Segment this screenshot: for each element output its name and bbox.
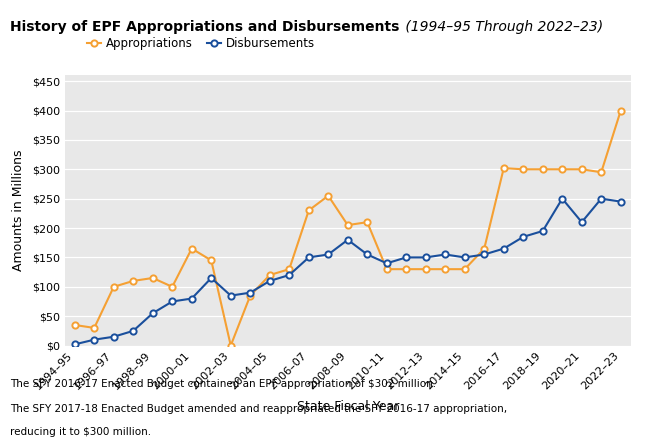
Text: reducing it to $300 million.: reducing it to $300 million.: [10, 427, 151, 437]
Y-axis label: Amounts in Millions: Amounts in Millions: [12, 150, 25, 271]
Text: The SFY 2016-17 Enacted Budget contained an EPF appropriation of $302 million.: The SFY 2016-17 Enacted Budget contained…: [10, 379, 436, 389]
Text: History of EPF Appropriations and Disbursements: History of EPF Appropriations and Disbur…: [10, 19, 399, 34]
Text: The SFY 2017-18 Enacted Budget amended and reappropriated the SFY 2016-17 approp: The SFY 2017-18 Enacted Budget amended a…: [10, 404, 507, 414]
Text: (1994–95 Through 2022–23): (1994–95 Through 2022–23): [401, 19, 603, 34]
X-axis label: State Fiscal Year: State Fiscal Year: [296, 400, 399, 413]
Legend: Appropriations, Disbursements: Appropriations, Disbursements: [82, 33, 320, 55]
